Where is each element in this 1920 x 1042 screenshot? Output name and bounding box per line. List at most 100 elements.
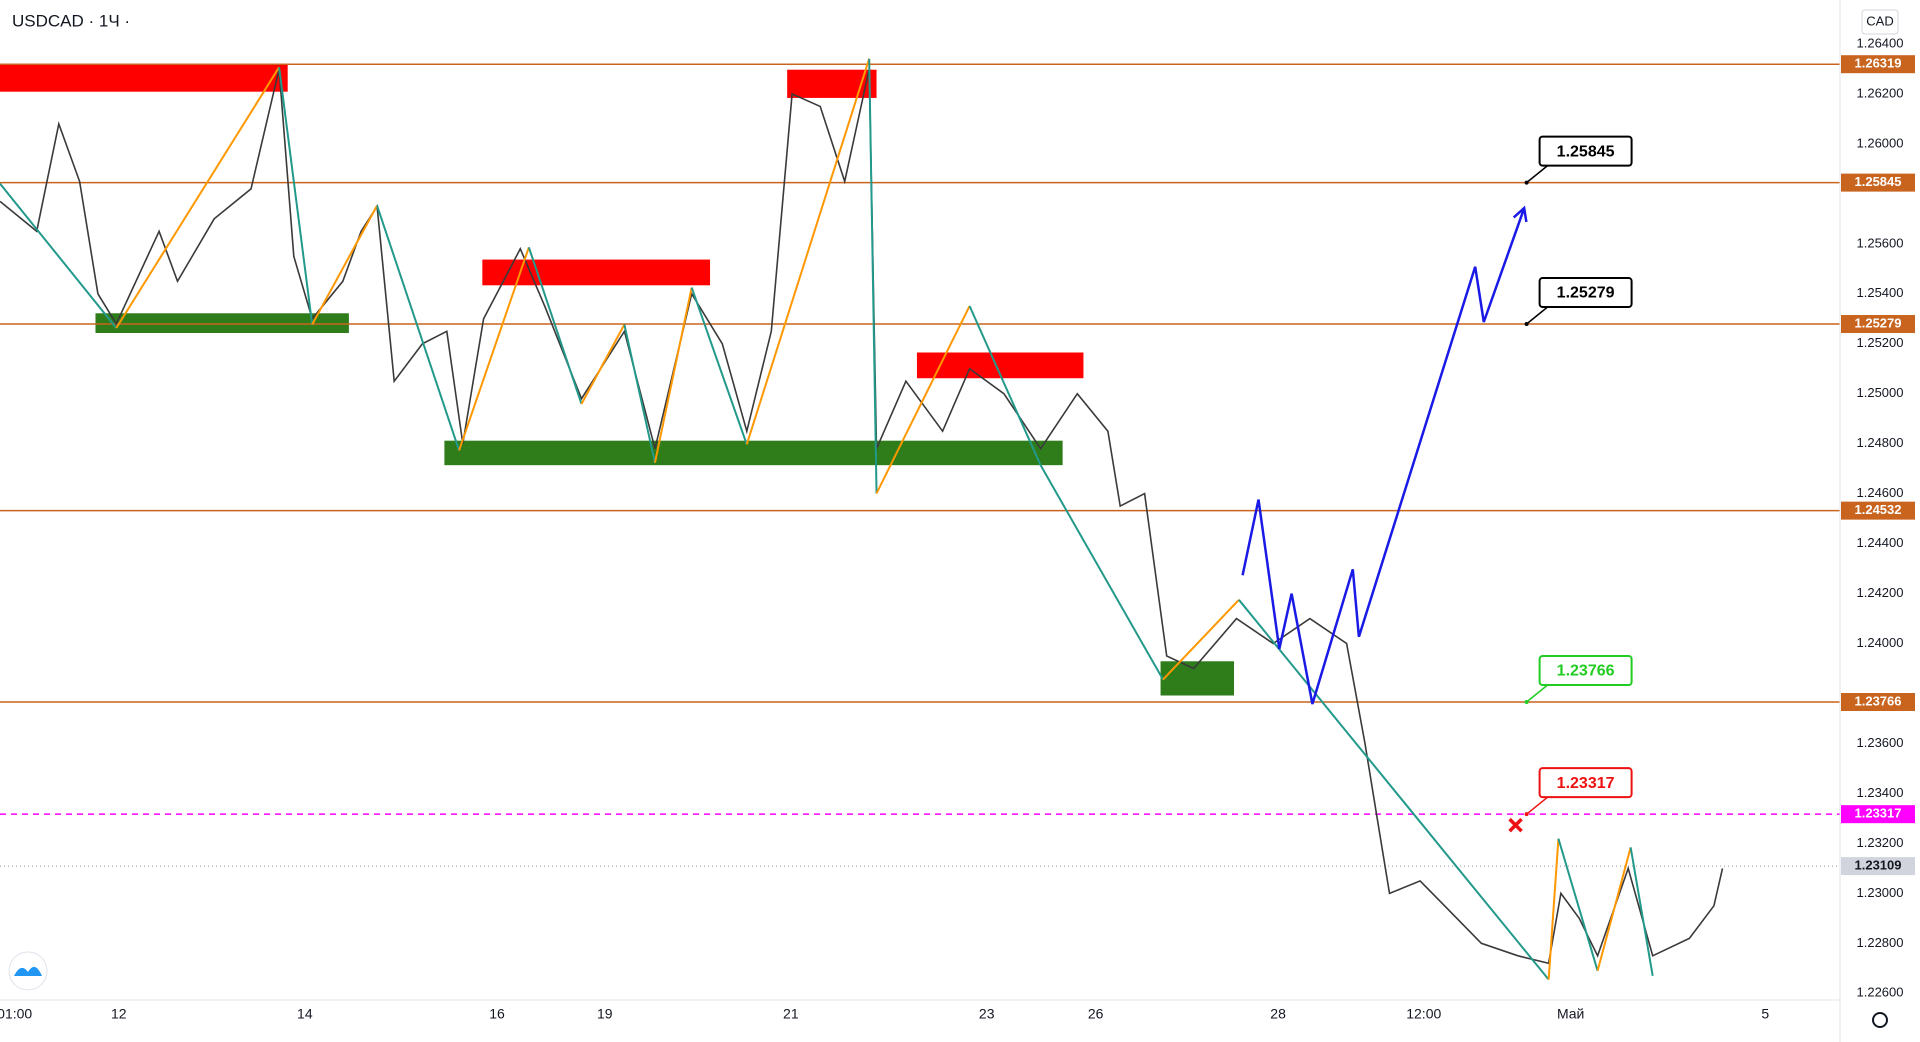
forecast-path	[1241, 207, 1526, 705]
y-tick-label: 1.23000	[1857, 885, 1904, 900]
x-tick-label: 26	[1088, 1006, 1104, 1022]
symbol-title: USDCAD · 1Ч ·	[12, 11, 130, 30]
zigzag-segment	[527, 247, 583, 405]
callout-pointer	[1526, 684, 1549, 703]
y-tick-label: 1.22600	[1857, 985, 1904, 1000]
price-line	[0, 68, 1724, 965]
zigzag-segment	[278, 67, 314, 325]
zigzag-segment	[0, 182, 118, 329]
y-tick-label: 1.25000	[1857, 385, 1904, 400]
currency-box[interactable]	[1861, 9, 1899, 35]
y-tick-label: 1.24200	[1857, 585, 1904, 600]
axes: 1.26400 1.26200 1.26000 1.25600 1.25400 1.252…	[0, 35, 1915, 1022]
series	[0, 58, 1724, 981]
zigzag-segment	[458, 246, 530, 451]
y-tick-label: 1.23400	[1857, 785, 1904, 800]
callout-label: 1.25279	[1557, 285, 1615, 302]
x-tick-label: Май	[1557, 1006, 1584, 1022]
forecast-arrowhead	[1512, 205, 1528, 223]
logo[interactable]	[8, 951, 48, 991]
zigzag-segment	[1238, 599, 1550, 981]
callout-box	[1538, 654, 1633, 686]
level-tag	[1841, 55, 1915, 74]
overlays: 1.25845 1.25279 1.23766 1.23317	[1241, 135, 1633, 833]
logo-icon	[14, 966, 42, 976]
zigzag-segment	[580, 324, 626, 405]
level-tag	[1841, 315, 1915, 334]
level-tag-label: 1.25279	[1855, 315, 1902, 330]
callout-pointer	[1526, 165, 1549, 184]
callout-anchor	[1524, 699, 1529, 704]
callout-box	[1538, 135, 1633, 167]
stop-marker	[1508, 817, 1523, 833]
zigzag-segment	[968, 305, 1042, 466]
y-tick-label: 1.25400	[1857, 285, 1904, 300]
x-tick-label: 23	[979, 1006, 995, 1022]
zone	[444, 440, 1063, 466]
y-tick-label: 1.24400	[1857, 535, 1904, 550]
settings-icon[interactable]	[1872, 1012, 1888, 1028]
current-price-tag-label: 1.23109	[1855, 858, 1902, 873]
x-tick-label: 28	[1270, 1006, 1286, 1022]
x-tick-label: 21	[783, 1006, 799, 1022]
zigzag-segment	[653, 287, 693, 463]
current-price-tag	[1841, 857, 1915, 876]
y-tick-label: 1.26200	[1857, 85, 1904, 100]
stop-tag	[1841, 805, 1915, 824]
level-tag	[1841, 173, 1915, 192]
callout-anchor	[1524, 180, 1529, 185]
zigzag-segment	[115, 66, 280, 329]
x-tick-label: 12:00	[1406, 1006, 1441, 1022]
x-tick-label: 14	[297, 1006, 313, 1022]
y-tick-label: 1.24000	[1857, 635, 1904, 650]
callout-pointer	[1526, 796, 1549, 815]
callout-anchor	[1524, 812, 1529, 817]
level-tag	[1841, 501, 1915, 520]
zigzag-segment	[690, 287, 748, 445]
zigzag-segment	[1162, 599, 1240, 681]
y-tick-label: 1.24600	[1857, 485, 1904, 500]
x-tick-label: 01:00	[0, 1006, 32, 1022]
callout-box	[1538, 767, 1633, 799]
y-tick-label: 1.26000	[1857, 135, 1904, 150]
zigzag-segment	[745, 58, 871, 445]
zigzag-segment	[875, 305, 971, 494]
currency-label: CAD	[1866, 13, 1893, 28]
callout-label: 1.25845	[1557, 143, 1615, 160]
level-tag-label: 1.25845	[1855, 174, 1902, 189]
zigzag-segment	[376, 205, 461, 451]
y-tick-label: 1.23600	[1857, 735, 1904, 750]
level-tag	[1841, 692, 1915, 711]
level-tag-label: 1.26319	[1855, 56, 1902, 71]
level-tag-label: 1.23766	[1855, 693, 1902, 708]
callout-box	[1538, 277, 1633, 309]
levels	[0, 63, 1840, 867]
callout-pointer	[1526, 306, 1549, 325]
zone	[0, 64, 288, 92]
y-tick-label: 1.23200	[1857, 835, 1904, 850]
x-tick-label: 16	[489, 1006, 505, 1022]
callout-label: 1.23766	[1557, 663, 1615, 680]
y-tick-label: 1.26400	[1857, 35, 1904, 50]
zigzag-segment	[1629, 847, 1654, 976]
x-tick-label: 12	[111, 1006, 127, 1022]
callout-label: 1.23317	[1557, 775, 1615, 792]
level-tag-label: 1.24532	[1855, 502, 1902, 517]
y-tick-label: 1.25600	[1857, 235, 1904, 250]
y-tick-label: 1.25200	[1857, 335, 1904, 350]
zone	[95, 313, 349, 334]
zigzag-segment	[1039, 464, 1164, 681]
zigzag-segment	[311, 205, 378, 325]
callout-anchor	[1524, 322, 1529, 327]
zigzag-segment	[1547, 838, 1560, 980]
y-tick-label: 1.22800	[1857, 935, 1904, 950]
zigzag-segment	[1596, 847, 1632, 972]
x-tick-label: 19	[597, 1006, 613, 1022]
zone	[1160, 661, 1235, 696]
stop-tag-label: 1.23317	[1855, 806, 1902, 821]
zigzag-segment	[868, 58, 878, 494]
y-tick-label: 1.24800	[1857, 435, 1904, 450]
zigzag-segment	[1557, 838, 1599, 972]
